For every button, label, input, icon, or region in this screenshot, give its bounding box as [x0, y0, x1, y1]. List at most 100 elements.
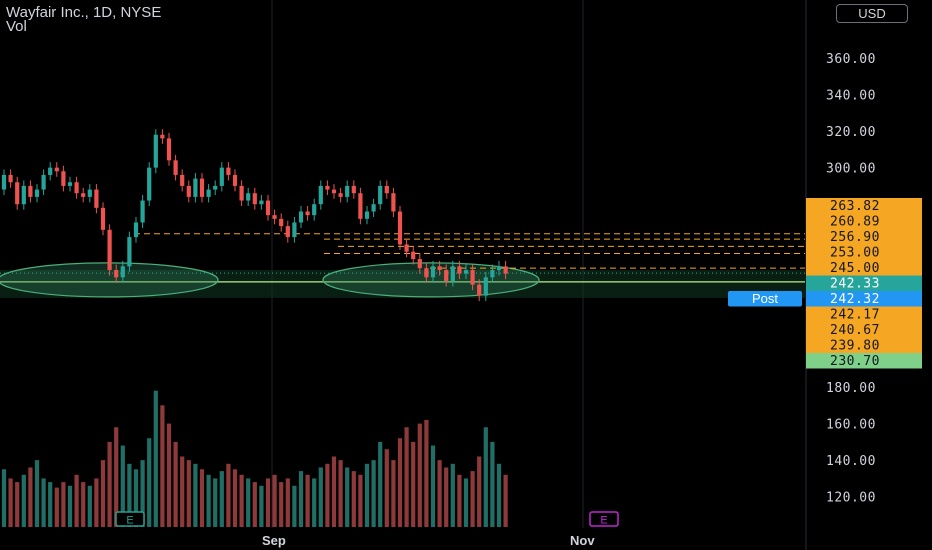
volume-bar — [265, 478, 271, 527]
candle-body — [21, 185, 26, 205]
price-tag-level[interactable] — [806, 213, 922, 230]
earnings-marker-label: E — [600, 515, 607, 527]
candle-body — [34, 189, 40, 197]
candle-body — [94, 189, 99, 208]
price-tag-level[interactable] — [806, 229, 922, 245]
volume-bar — [338, 460, 343, 527]
earnings-marker-future[interactable] — [589, 511, 619, 527]
volume-bar — [186, 460, 191, 527]
candle-body — [285, 226, 290, 238]
volume-bar — [239, 474, 244, 527]
candle-body — [206, 189, 211, 197]
candle-body — [153, 134, 158, 168]
volume-bar — [94, 478, 99, 527]
candle-body — [397, 211, 403, 245]
candle-body — [325, 185, 330, 190]
volume-bar — [483, 427, 488, 527]
candle-body — [430, 266, 436, 278]
candle-body — [226, 167, 231, 175]
post-label-box[interactable] — [728, 291, 802, 307]
x-tick-label: Sep — [262, 533, 286, 548]
volume-bar — [503, 474, 508, 527]
symbol-title[interactable]: Wayfair Inc., 1D, NYSE — [6, 4, 162, 21]
volume-bar — [87, 485, 92, 527]
candle-body — [371, 204, 376, 212]
post-label: Post — [752, 291, 778, 306]
volume-bar — [298, 471, 304, 527]
volume-bar — [133, 469, 139, 527]
y-tick-label: 140.00 — [826, 454, 876, 469]
volume-bar — [219, 471, 224, 527]
candle-body — [186, 185, 191, 197]
volume-bar — [180, 456, 185, 527]
candle-body — [100, 207, 106, 230]
candle-body — [173, 160, 178, 175]
volume-bar — [34, 460, 40, 527]
volume-bar — [48, 482, 53, 527]
price-tag-post[interactable] — [806, 291, 922, 307]
volume-bar — [424, 419, 429, 527]
price-tag-label: 240.67 — [830, 323, 880, 338]
volume-bar — [74, 474, 79, 527]
candle-body — [298, 211, 304, 223]
price-tag-label: 242.32 — [830, 292, 880, 307]
volume-bar — [206, 474, 211, 527]
volume-bar — [391, 460, 396, 527]
volume-bar — [213, 478, 218, 527]
candle-body — [305, 211, 310, 216]
candle-body — [272, 215, 277, 219]
candle-body — [114, 270, 119, 278]
price-tag-level[interactable] — [806, 198, 922, 214]
candle-body — [8, 174, 13, 183]
volume-bar — [81, 482, 86, 527]
price-tag-level[interactable] — [806, 260, 922, 276]
volume-bar — [371, 460, 376, 527]
currency-button[interactable]: USD — [836, 4, 908, 23]
candle-body — [437, 266, 442, 271]
candle-body — [147, 167, 152, 201]
price-tag-level[interactable] — [806, 322, 922, 338]
price-tag-support[interactable] — [806, 353, 922, 369]
price-tag-label: 253.00 — [830, 246, 880, 261]
support-zone — [0, 269, 805, 298]
price-tag-label: 245.00 — [830, 261, 880, 276]
price-tag-label: 260.89 — [830, 215, 880, 230]
candle-body — [503, 266, 508, 274]
volume-label[interactable]: Vol — [6, 18, 27, 35]
price-tag-label: 230.70 — [830, 354, 880, 369]
volume-bar — [232, 469, 238, 527]
volume-bar — [305, 474, 310, 527]
candle-body — [41, 174, 46, 190]
y-tick-label: 340.00 — [826, 89, 876, 104]
earnings-marker-label: E — [126, 515, 133, 527]
y-tick-label: 320.00 — [826, 125, 876, 140]
volume-bar — [351, 471, 356, 527]
candle-body — [239, 185, 244, 201]
volume-bar — [430, 445, 436, 527]
volume-bar — [246, 478, 251, 527]
volume-bar — [272, 474, 277, 527]
y-tick-label: 120.00 — [826, 491, 876, 506]
volume-bar — [173, 441, 178, 527]
candle-body — [404, 244, 409, 252]
earnings-marker[interactable] — [115, 511, 145, 527]
volume-bar — [345, 467, 350, 527]
price-tag-level[interactable] — [806, 337, 922, 354]
price-tag-level[interactable] — [806, 306, 922, 323]
volume-bar — [127, 463, 132, 527]
volume-bar — [444, 467, 449, 527]
candle-body — [318, 185, 323, 205]
y-tick-label: 180.00 — [826, 381, 876, 396]
price-tag-last[interactable] — [806, 275, 922, 292]
candle-body — [15, 182, 20, 205]
candle-body — [48, 167, 53, 175]
candle-body — [351, 185, 356, 194]
volume-bar — [397, 438, 403, 527]
price-tag-label: 242.33 — [830, 277, 880, 292]
volume-bar — [457, 474, 462, 527]
price-tag-label: 239.80 — [830, 339, 880, 354]
candle-body — [265, 200, 271, 216]
price-tag-level[interactable] — [806, 244, 922, 261]
